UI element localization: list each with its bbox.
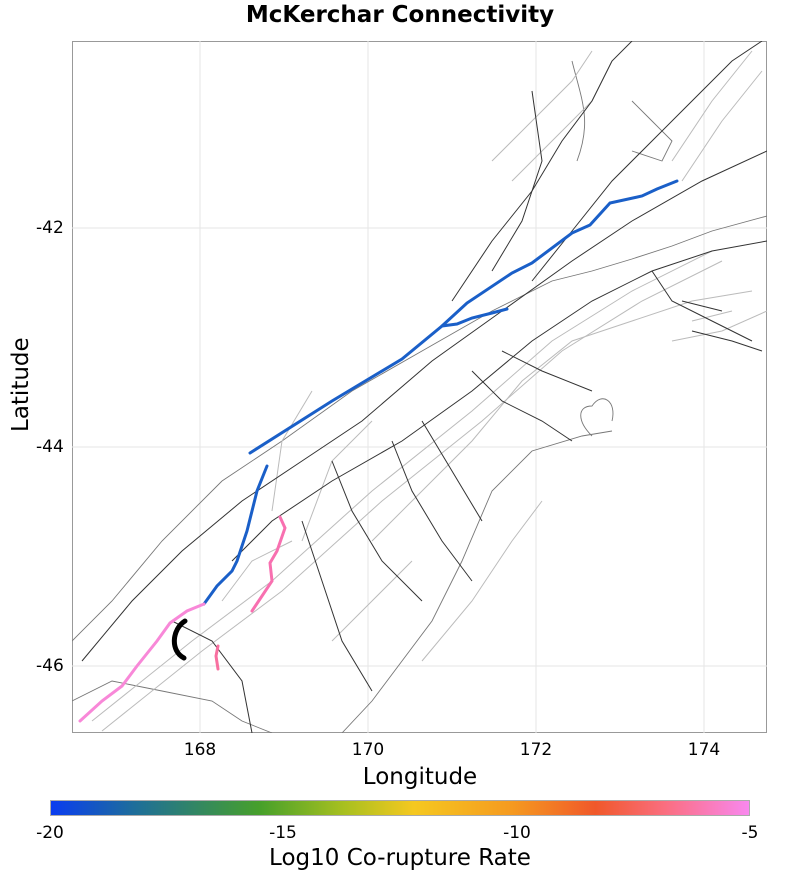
mckerchar-fault	[171, 618, 188, 661]
colorbar-tick: -5	[741, 823, 759, 843]
short-fault-pink	[214, 644, 220, 671]
map-plot-area	[72, 41, 767, 733]
colorbar	[50, 800, 750, 816]
ytick-label: -44	[36, 437, 64, 457]
colorbar-tick: -20	[36, 823, 64, 843]
alpine-fault-pink	[78, 602, 206, 723]
xtick-label: 168	[183, 740, 217, 760]
inland-fault-blue	[202, 464, 269, 606]
y-axis-label: Latitude	[8, 337, 34, 432]
x-axis-label: Longitude	[362, 764, 478, 790]
connected-faults	[78, 179, 679, 723]
colorbar-label: Log10 Co-rupture Rate	[269, 845, 531, 871]
coastline	[72, 60, 767, 733]
xtick-label: 170	[351, 740, 385, 760]
fault-map	[72, 41, 767, 733]
ytick-label: -42	[36, 218, 64, 238]
alpine-fault-blue	[248, 179, 679, 455]
inland-fault-pink	[250, 515, 287, 613]
xtick-label: 174	[687, 740, 721, 760]
chart-title: McKerchar Connectivity	[245, 2, 555, 28]
fault-patches	[91, 50, 767, 732]
fault-traces	[81, 41, 767, 733]
xtick-label: 172	[519, 740, 553, 760]
colorbar-tick: -10	[503, 823, 531, 843]
alpine-fault-blue-2	[440, 307, 509, 328]
gridlines	[72, 41, 767, 733]
ytick-label: -46	[36, 656, 64, 676]
colorbar-tick: -15	[269, 823, 297, 843]
